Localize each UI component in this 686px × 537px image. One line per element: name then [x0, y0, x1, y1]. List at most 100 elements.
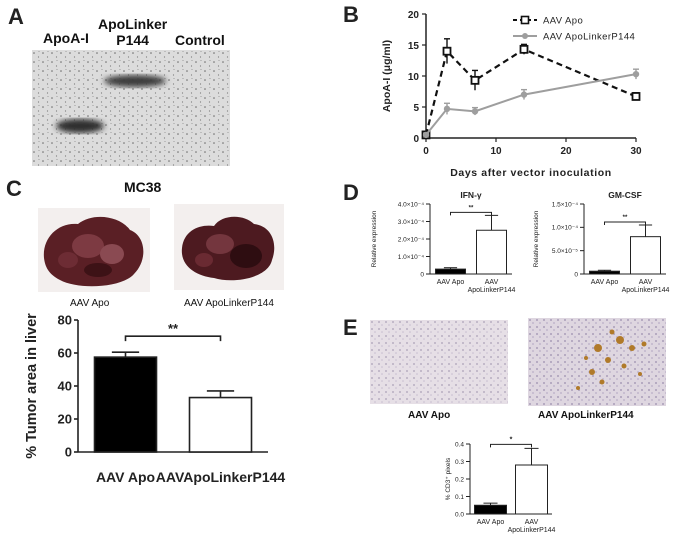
legend-label-b: AAV ApoLinkerP144	[543, 32, 635, 43]
category-label: AAV Apo	[437, 279, 465, 286]
series-b-1	[422, 68, 640, 139]
chart-d2: GM-CSF 0 5.0×10⁻⁵ 1.0×10⁻⁴ 1.5×10⁻⁴ Relative …	[533, 190, 670, 294]
y-tick-label-b: 20	[408, 10, 420, 21]
legend-label-b: AAV Apo	[543, 16, 583, 27]
y-tick-label: 20	[58, 412, 72, 427]
y-tick-label-b: 10	[408, 72, 420, 83]
y-tick-label: 80	[58, 313, 72, 328]
chart-b: 0 5 10 15 20 0 10 20 30 Days after vector inocula…	[381, 10, 642, 179]
histology-label-aav-apolinker: AAV ApoLinkerP144	[538, 410, 634, 421]
lane-label-apoa1: ApoA-I	[43, 30, 89, 46]
significance-bracket	[604, 221, 646, 225]
y-tick-label: 0.2	[455, 476, 464, 483]
x-axis-label-b: Days after vector inoculation	[450, 167, 612, 179]
histology-image-aav-apolinker	[528, 318, 666, 406]
photo-label-aav-apo: AAV Apo	[70, 298, 110, 309]
y-tick-label: 0.1	[455, 494, 464, 501]
significance-bracket	[124, 335, 222, 342]
significance-marker: **	[623, 215, 628, 221]
data-point-b	[520, 91, 528, 98]
y-tick-label: 0	[574, 271, 578, 278]
mc38-title: MC38	[124, 179, 162, 195]
y-tick-label: 2.0×10⁻⁴	[398, 236, 424, 243]
liver-photo-aav-apolinker	[174, 204, 284, 290]
series-line-b	[424, 48, 637, 136]
data-point-b	[471, 108, 479, 115]
panel-letter-c: C	[6, 176, 22, 201]
data-point-b	[442, 46, 452, 56]
histology-label-aav-apo: AAV Apo	[408, 410, 451, 421]
y-tick-label-b: 5	[413, 103, 419, 114]
bar	[476, 229, 507, 275]
lane-label-apolinker: ApoLinker P144	[98, 16, 168, 48]
y-tick-label-b: 0	[413, 134, 419, 145]
category-label: AAV Apo	[477, 519, 505, 526]
y-tick-label: 5.0×10⁻⁵	[552, 248, 578, 255]
data-point-b	[632, 70, 640, 78]
y-axis-label: Relative expression	[533, 210, 540, 267]
significance-marker: *	[510, 436, 513, 443]
significance-bracket	[490, 443, 532, 448]
legend-marker-b	[520, 15, 530, 25]
panel-letter-a: A	[8, 4, 24, 29]
x-tick-label-b: 30	[630, 146, 642, 157]
bar	[93, 356, 158, 453]
y-axis-label: Relative expression	[371, 210, 378, 267]
data-point-b	[443, 105, 451, 113]
legend-marker-b	[522, 33, 528, 39]
panel-letter-e: E	[343, 315, 358, 340]
y-tick-label: 0	[420, 271, 424, 278]
panel-letter-d: D	[343, 180, 359, 205]
bar	[589, 270, 620, 275]
chart-d1: IFN-γ 0 1.0×10⁻⁴ 2.0×10⁻⁴ 3.0×10⁻⁴ 4.0×10⁻⁴ Re…	[371, 190, 516, 294]
y-tick-label: 60	[58, 346, 72, 361]
x-tick-label-b: 20	[560, 146, 572, 157]
chart-title: GM-CSF	[608, 190, 642, 200]
y-tick-label: 0.4	[455, 441, 464, 448]
panel-letter-b: B	[343, 2, 359, 27]
y-tick-label: 0	[65, 445, 72, 460]
blot-band-apolinker	[104, 75, 166, 87]
blot-band-apoa1	[56, 119, 104, 133]
y-tick-label: 0.0	[455, 511, 464, 518]
significance-bracket	[450, 211, 492, 216]
y-tick-label: 40	[58, 379, 72, 394]
x-tick-label-b: 10	[490, 146, 502, 157]
chart-c: 0 20 40 60 80 % Tumor area in liver AAV Apo AAV…	[24, 313, 285, 485]
y-tick-label-b: 15	[408, 41, 420, 52]
chart-title: IFN-γ	[460, 190, 482, 200]
bar	[188, 396, 253, 453]
significance-marker: **	[469, 205, 474, 211]
bar	[435, 268, 466, 275]
y-tick-label: 1.0×10⁻⁴	[552, 225, 578, 232]
y-tick-label: 4.0×10⁻⁴	[398, 201, 424, 208]
y-axis-label: % CD3⁺ pixels	[445, 457, 452, 500]
data-point-b	[519, 44, 529, 54]
y-axis-label-b: ApoA-I (μg/ml)	[381, 40, 393, 112]
western-blot-image	[32, 50, 230, 166]
y-tick-label: 1.0×10⁻⁴	[398, 254, 424, 261]
data-point-b	[631, 92, 641, 101]
bar	[630, 236, 661, 275]
data-point-b	[422, 131, 430, 139]
liver-photo-aav-apo	[38, 208, 150, 292]
x-tick-label-b: 0	[423, 146, 429, 157]
y-tick-label: 0.3	[455, 459, 464, 466]
significance-marker: **	[168, 321, 179, 336]
category-label: AAV Apo	[591, 279, 619, 286]
y-tick-label: 1.5×10⁻⁴	[552, 201, 578, 208]
lane-label-control: Control	[175, 32, 225, 48]
y-tick-label: 3.0×10⁻⁴	[398, 219, 424, 226]
category-label: AAV Apo	[96, 469, 155, 485]
histology-image-aav-apo	[370, 320, 508, 404]
y-axis-label: % Tumor area in liver	[24, 313, 40, 459]
data-point-b	[470, 75, 480, 85]
chart-e: 0.0 0.1 0.2 0.3 0.4 % CD3⁺ pixels AAV Apo AAV Ap…	[445, 436, 556, 534]
photo-label-aav-apolinker: AAV ApoLinkerP144	[184, 298, 274, 309]
bar	[515, 464, 548, 515]
bar	[474, 504, 507, 515]
series-b-0	[421, 38, 641, 140]
